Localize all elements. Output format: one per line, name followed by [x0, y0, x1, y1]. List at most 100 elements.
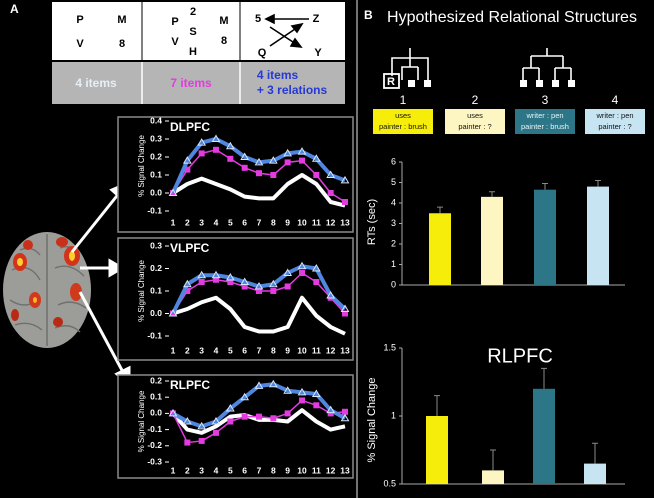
marker: [311, 389, 321, 397]
stimulus-letter: P: [76, 14, 83, 26]
stimulus-letter: Q: [258, 47, 267, 59]
error-bar: [541, 367, 547, 389]
x-tick-label: 3: [199, 217, 204, 227]
legend-entry: 4 items: [75, 75, 117, 90]
x-tick-label: 12: [326, 217, 336, 227]
marker: [182, 279, 192, 288]
structure-number: 2: [472, 93, 479, 107]
x-tick-label: 2: [185, 465, 190, 475]
marker: [297, 261, 307, 270]
marker: [197, 270, 207, 279]
structure-text: uses: [467, 111, 483, 120]
y-tick-label: 0.5: [383, 478, 396, 488]
y-tick-label: -0.1: [147, 330, 162, 340]
x-tick-label: 7: [257, 217, 262, 227]
marker: [168, 408, 178, 417]
marker: [168, 188, 178, 196]
structure-number: 1: [400, 93, 407, 107]
panel-label: B: [364, 8, 373, 22]
marker: [327, 410, 334, 417]
y-tick-label: 5: [391, 177, 396, 187]
bar: [587, 186, 609, 285]
y-tick-label: 6: [391, 156, 396, 166]
structure-box: [585, 109, 645, 134]
x-tick-label: 1: [171, 465, 176, 475]
y-tick-label: 4: [391, 197, 396, 207]
structure-number: 3: [542, 93, 549, 107]
marker: [311, 154, 321, 162]
panel-title: Hypothesized Relational Structures: [387, 9, 637, 26]
structure-text: painter : ?: [598, 122, 631, 131]
bar: [426, 416, 448, 484]
marker: [313, 279, 320, 285]
x-tick-label: 6: [242, 345, 247, 355]
y-tick-label: 1: [391, 259, 396, 269]
structure-tree: [522, 48, 572, 80]
marker: [313, 172, 320, 178]
marker: [297, 147, 307, 155]
stimulus-letter: M: [219, 15, 228, 27]
chart-title: RLPFC: [487, 345, 553, 367]
marker: [299, 397, 305, 404]
structure-number: 4: [612, 93, 619, 107]
x-tick-label: 13: [340, 217, 350, 227]
y-tick-label: 1.5: [383, 342, 396, 352]
marker: [182, 417, 192, 425]
relation-arrows: [264, 13, 309, 48]
structure-text: writer : pen: [595, 111, 633, 120]
stimulus-letter: V: [171, 36, 179, 48]
y-tick-label: 0.0: [150, 308, 162, 318]
marker: [326, 170, 336, 178]
y-tick-label: 0.4: [150, 115, 162, 125]
marker: [227, 155, 234, 162]
marker: [256, 413, 262, 420]
marker: [168, 309, 178, 317]
stimulus-letter: H: [189, 46, 197, 58]
y-tick-label: 0.3: [150, 240, 162, 250]
marker: [184, 439, 191, 446]
marker: [227, 418, 234, 425]
marker: [268, 279, 278, 288]
y-tick-label: 2: [391, 238, 396, 248]
structure-box: [373, 109, 433, 134]
marker: [211, 270, 221, 279]
marker: [198, 437, 205, 444]
marker: [240, 152, 250, 160]
y-tick-label: -0.3: [147, 456, 162, 466]
marker: [270, 288, 277, 294]
marker: [213, 429, 219, 436]
marker: [254, 157, 264, 166]
stimulus-letter: V: [76, 38, 84, 50]
stimulus-letter: M: [117, 14, 126, 26]
marker: [211, 417, 221, 425]
marker: [299, 270, 305, 276]
marker: [311, 264, 321, 272]
x-tick-label: 3: [199, 465, 204, 475]
marker: [284, 159, 291, 166]
x-tick-label: 4: [214, 345, 219, 355]
marker: [211, 134, 221, 142]
marker: [284, 410, 291, 417]
marker: [268, 156, 278, 164]
marker: [256, 170, 262, 177]
marker: [270, 172, 277, 178]
x-tick-label: 7: [257, 345, 262, 355]
stimulus-area: [52, 2, 345, 60]
bar: [533, 388, 555, 484]
marker: [225, 273, 235, 281]
y-tick-label: -0.1: [147, 205, 162, 215]
x-tick-label: 13: [340, 345, 350, 355]
y-tick-label: 0.2: [150, 375, 162, 385]
marker: [283, 148, 293, 157]
x-tick-label: 11: [312, 345, 321, 355]
stimulus-letter: 8: [221, 35, 227, 47]
x-tick-label: 4: [214, 217, 219, 227]
marker: [197, 421, 207, 430]
series-line: [171, 173, 346, 208]
bar: [429, 213, 451, 285]
y-tick-label: 3: [391, 218, 396, 228]
marker: [340, 175, 350, 184]
x-tick-label: 12: [326, 345, 336, 355]
